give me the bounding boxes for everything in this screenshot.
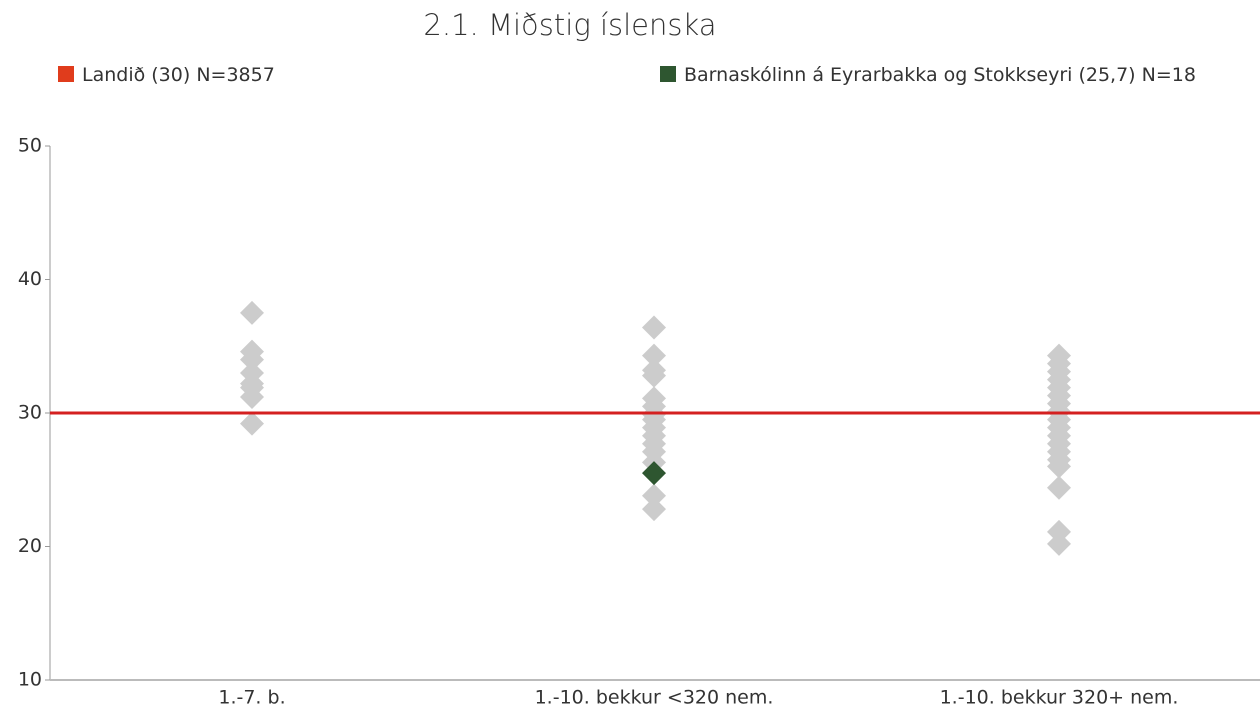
x-tick-label: 1.-10. bekkur <320 nem. — [535, 687, 774, 709]
point — [642, 343, 666, 368]
x-tick-label: 1.-7. b. — [218, 687, 285, 709]
point — [642, 483, 666, 508]
x-tick-label: 1.-10. bekkur 320+ nem. — [940, 687, 1179, 709]
point — [1047, 531, 1071, 556]
point — [240, 411, 264, 436]
legend-label: Landið (30) N=3857 — [82, 64, 275, 86]
point — [240, 300, 264, 325]
y-tick-label: 50 — [18, 135, 42, 157]
legend-item: Landið (30) N=3857 — [58, 58, 618, 93]
chart-title: 2.1. Miðstig íslenska — [423, 8, 717, 42]
point — [240, 384, 264, 409]
legend-swatch — [58, 66, 74, 82]
point — [1047, 519, 1071, 544]
legend-label: Barnaskólinn á Eyrarbakka og Stokkseyri … — [684, 64, 1196, 86]
legend-swatch — [660, 66, 676, 82]
legend-item: Barnaskólinn á Eyrarbakka og Stokkseyri … — [660, 58, 1220, 93]
y-tick-label: 30 — [18, 402, 42, 424]
y-tick-label: 10 — [18, 669, 42, 691]
y-tick-label: 20 — [18, 535, 42, 557]
point — [642, 363, 666, 388]
point — [1047, 475, 1071, 500]
y-tick-label: 40 — [18, 268, 42, 290]
point — [642, 497, 666, 522]
point — [642, 315, 666, 340]
point — [240, 347, 264, 372]
point — [1047, 454, 1071, 479]
highlight-point — [642, 461, 666, 486]
